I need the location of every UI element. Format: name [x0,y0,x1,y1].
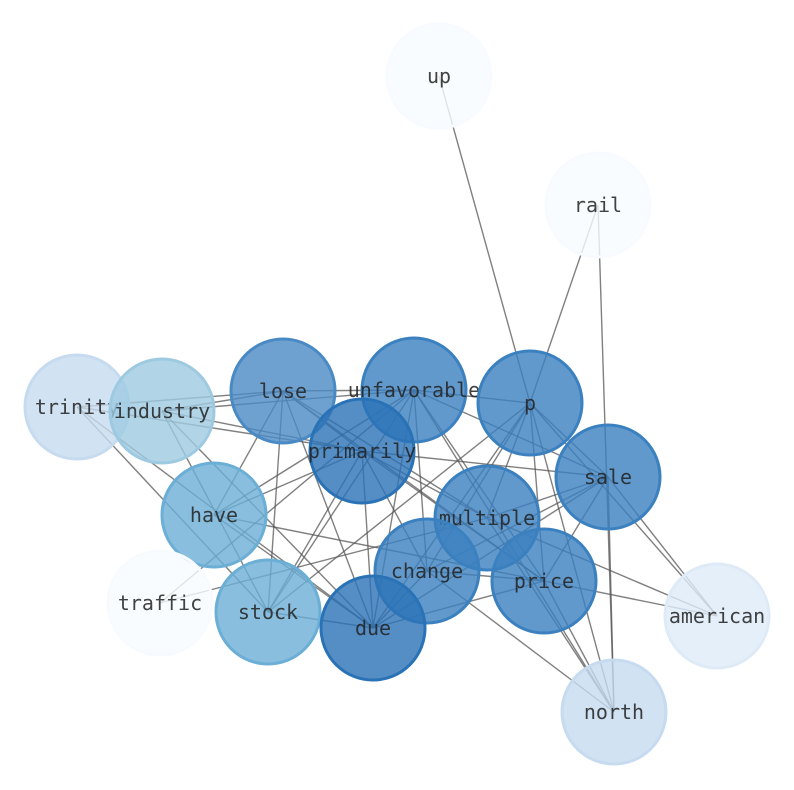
node-circle [308,397,416,505]
node-circle [319,574,427,682]
node-circle [476,349,584,457]
node-label: price [514,569,574,593]
node-circle [214,558,322,666]
node-stock[interactable]: stock [214,558,322,666]
node-primarily[interactable]: primarily [308,397,416,505]
node-label: american [669,604,765,628]
node-circle [554,423,662,531]
node-lose[interactable]: lose [229,337,337,445]
node-label: industry [114,399,210,423]
node-label: rail [574,193,622,217]
node-price[interactable]: price [490,527,598,635]
node-label: due [355,616,391,640]
node-circle [106,549,214,657]
node-circle [490,527,598,635]
node-up[interactable]: up [385,22,493,130]
node-label: north [584,700,644,724]
node-due[interactable]: due [319,574,427,682]
node-label: have [190,503,238,527]
node-circle [160,461,268,569]
node-label: change [391,559,463,583]
node-american[interactable]: american [663,562,771,670]
node-circle [108,357,216,465]
node-industry[interactable]: industry [108,357,216,465]
node-traffic[interactable]: traffic [106,549,214,657]
node-circle [229,337,337,445]
node-circle [663,562,771,670]
node-label: traffic [118,591,202,615]
node-circle [544,151,652,259]
node-have[interactable]: have [160,461,268,569]
node-rail[interactable]: rail [544,151,652,259]
node-label: sale [584,465,632,489]
node-sale[interactable]: sale [554,423,662,531]
node-circle [385,22,493,130]
node-p[interactable]: p [476,349,584,457]
node-label: stock [238,600,298,624]
node-label: unfavorable [348,378,480,402]
node-label: p [524,391,536,415]
node-north[interactable]: north [560,658,668,766]
edge-stock-p [267,402,531,613]
node-label: trinity [35,395,119,419]
node-label: up [427,64,451,88]
edge-up-p [438,75,531,404]
node-circle [560,658,668,766]
node-trinity[interactable]: trinity [23,353,131,461]
node-label: primarily [308,439,416,463]
node-label: lose [259,379,307,403]
